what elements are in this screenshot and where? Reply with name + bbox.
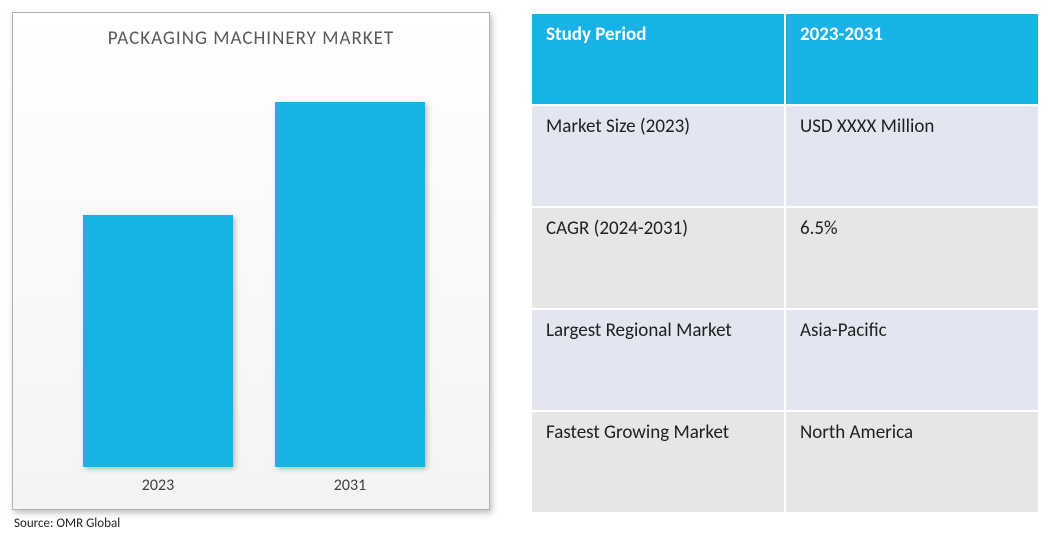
chart-x-axis: 2023 2031 — [35, 473, 467, 495]
info-table: Study Period 2023-2031 Market Size (2023… — [530, 12, 1040, 514]
table-header-row: Study Period 2023-2031 — [531, 13, 1039, 105]
bar-2023 — [83, 215, 233, 467]
chart-panel: PACKAGING MACHINERY MARKET 2023 2031 — [12, 12, 490, 510]
source-label: Source: OMR Global — [12, 510, 490, 531]
table-cell: Market Size (2023) — [531, 105, 785, 207]
table-row: Fastest Growing Market North America — [531, 411, 1039, 513]
chart-title: PACKAGING MACHINERY MARKET — [13, 13, 489, 56]
chart-plot-area — [35, 63, 467, 467]
table-cell: CAGR (2024-2031) — [531, 207, 785, 309]
bar-2031 — [275, 102, 425, 467]
table-cell: Largest Regional Market — [531, 309, 785, 411]
table-cell: USD XXXX Million — [785, 105, 1039, 207]
chart-column: PACKAGING MACHINERY MARKET 2023 2031 Sou… — [12, 12, 490, 531]
table-row: Market Size (2023) USD XXXX Million — [531, 105, 1039, 207]
table-row: CAGR (2024-2031) 6.5% — [531, 207, 1039, 309]
x-label-2031: 2031 — [275, 476, 425, 495]
table-cell: North America — [785, 411, 1039, 513]
table-header-cell: Study Period — [531, 13, 785, 105]
table-row: Largest Regional Market Asia-Pacific — [531, 309, 1039, 411]
x-label-2023: 2023 — [83, 476, 233, 495]
table-header-cell: 2023-2031 — [785, 13, 1039, 105]
table-cell: Asia-Pacific — [785, 309, 1039, 411]
layout-wrap: PACKAGING MACHINERY MARKET 2023 2031 Sou… — [12, 12, 1045, 531]
table-cell: 6.5% — [785, 207, 1039, 309]
table-cell: Fastest Growing Market — [531, 411, 785, 513]
